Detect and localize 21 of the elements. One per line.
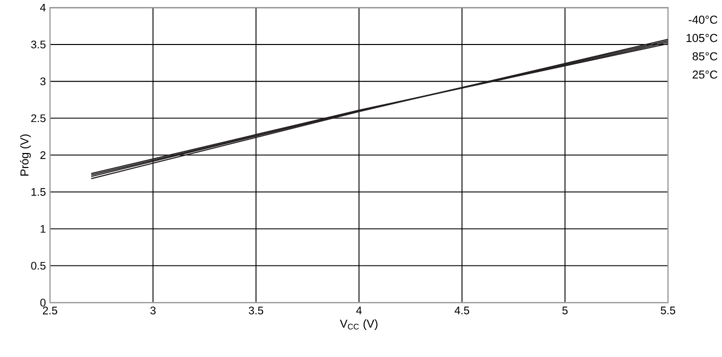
y-tick-label: 3.5 <box>31 40 46 49</box>
x-tick-label: 4.5 <box>454 306 470 315</box>
x-tick-label: 3 <box>150 306 156 315</box>
y-tick-label: 1.5 <box>32 188 46 196</box>
y-tick-label: 3 <box>40 78 46 86</box>
series-label: 105°C <box>686 34 718 42</box>
y-tick-label: 2 <box>40 151 46 160</box>
x-tick-label: 4 <box>356 306 362 314</box>
x-axis-title: V$_{CC}$ (V) <box>340 319 378 330</box>
y-tick-label: 2.5 <box>31 114 46 122</box>
text: 85°C <box>692 52 718 61</box>
text: 25°C <box>692 70 718 79</box>
y-axis-title: Próg (V) <box>20 134 31 176</box>
x-tick-label: 5.5 <box>660 306 676 315</box>
y-tick-label: 0 <box>40 298 46 307</box>
text: -40°C <box>688 16 718 24</box>
x-tick-label: 3.5 <box>248 306 264 315</box>
y-tick-label: 1 <box>40 225 46 233</box>
y-tick-label: 0.5 <box>31 262 46 270</box>
x-tick-label: 5 <box>562 306 568 315</box>
y-tick-label: 4 <box>40 4 46 12</box>
